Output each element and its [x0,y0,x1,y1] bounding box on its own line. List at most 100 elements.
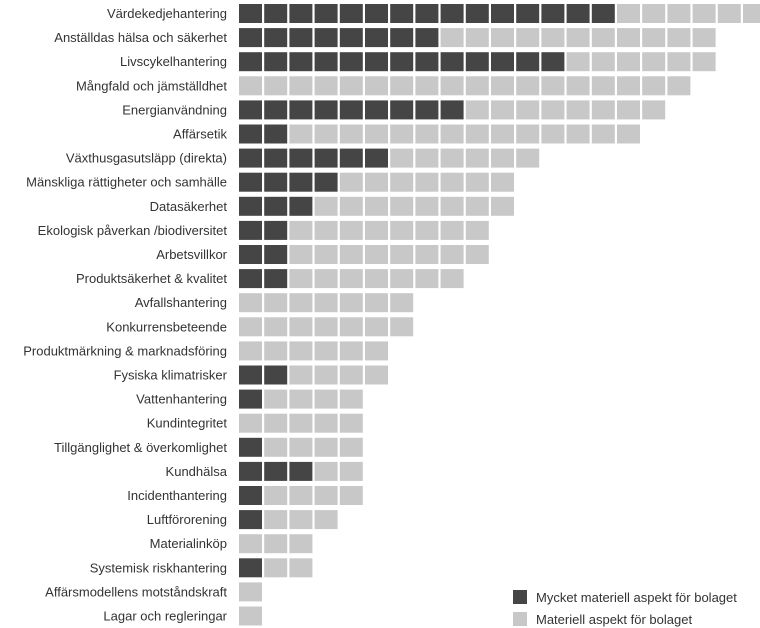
bar-block-very-material [289,52,313,72]
bar-block-very-material [264,220,288,240]
bar-block-very-material [264,365,288,385]
bar-block-material [617,4,640,23]
bar-block-material [365,76,388,96]
bar-block-very-material [365,28,388,48]
bar-block-very-material [339,28,363,48]
bar-block-very-material [239,269,262,289]
bar-block-material [264,534,288,554]
legend: Mycket materiell aspekt för bolaget Mate… [513,590,737,627]
bar-block-material [465,220,489,240]
bar-block-material [390,245,414,264]
category-label: Tillgänglighet & överkomlighet [54,440,227,455]
bar-block-material [289,220,313,240]
bar-block-material [339,389,363,409]
bar-block-material [390,196,414,216]
bar-block-very-material [339,100,363,120]
bar-block-very-material [239,486,262,505]
bar-block-material [365,220,388,240]
bar-block-material [642,100,666,120]
bar-block-material [339,461,363,481]
bar-block-material [289,437,313,457]
bar-block-very-material [415,4,439,23]
category-label: Ekologisk påverkan /biodiversitet [38,223,228,238]
legend-label-dark: Mycket materiell aspekt för bolaget [536,590,737,605]
category-label: Vattenhantering [136,392,227,407]
bar-block-material [314,124,338,144]
bar-block-material [541,76,565,96]
bar-block-material [717,4,741,23]
bar-block-material [289,413,313,433]
bar-block-material [743,4,760,23]
bar-block-material [339,293,363,313]
bar-block-material [465,76,489,96]
bar-block-very-material [239,220,262,240]
bar-block-material [692,28,716,48]
bar-block-very-material [314,52,338,72]
bar-block-material [314,341,338,361]
bar-block-material [365,317,388,337]
bar-block-material [667,28,691,48]
bar-block-very-material [390,100,414,120]
bar-block-material [491,172,514,192]
bar-block-material [365,196,388,216]
bar-block-material [591,124,615,144]
bar-block-material [390,124,414,144]
bar-block-material [516,28,540,48]
bar-block-material [617,76,640,96]
bar-block-very-material [264,100,288,120]
bar-block-material [239,534,262,554]
bar-block-material [365,341,388,361]
bar-block-material [390,317,414,337]
bar-block-very-material [289,28,313,48]
bar-block-very-material [264,52,288,72]
category-label: Arbetsvillkor [156,247,227,262]
bar-block-material [566,76,590,96]
bar-block-very-material [239,148,262,168]
bar-block-very-material [239,4,262,23]
bar-block-material [289,486,313,505]
bar-block-material [465,28,489,48]
bar-block-very-material [415,52,439,72]
bar-block-very-material [239,510,262,530]
bar-block-material [390,293,414,313]
bar-block-material [289,341,313,361]
bar-block-very-material [591,4,615,23]
bar-block-material [365,245,388,264]
bar-block-very-material [239,172,262,192]
category-label: Incidenthantering [127,488,227,503]
bar-block-very-material [264,461,288,481]
bar-block-very-material [289,172,313,192]
bar-block-very-material [516,4,540,23]
bar-block-material [339,269,363,289]
bar-block-very-material [465,4,489,23]
bar-block-material [339,245,363,264]
bar-block-material [440,28,464,48]
bar-block-material [239,76,262,96]
bar-block-material [415,196,439,216]
bar-block-material [314,269,338,289]
bar-block-material [264,76,288,96]
bar-block-material [390,220,414,240]
category-label: Växthusgasutsläpp (direkta) [66,151,227,166]
bar-block-material [264,413,288,433]
bar-block-very-material [541,52,565,72]
bar-block-very-material [415,100,439,120]
bar-block-material [289,558,313,578]
bar-block-material [314,413,338,433]
bar-block-material [339,365,363,385]
bar-block-material [566,100,590,120]
bar-block-very-material [314,172,338,192]
bar-block-material [415,76,439,96]
bar-block-material [617,28,640,48]
bar-block-material [339,437,363,457]
bar-block-material [289,389,313,409]
bar-block-material [440,245,464,264]
bar-block-very-material [390,52,414,72]
category-label: Datasäkerhet [150,199,228,214]
bar-block-very-material [566,4,590,23]
bar-block-very-material [239,52,262,72]
bar-block-material [491,148,514,168]
bar-block-material [314,76,338,96]
bar-block-very-material [440,4,464,23]
